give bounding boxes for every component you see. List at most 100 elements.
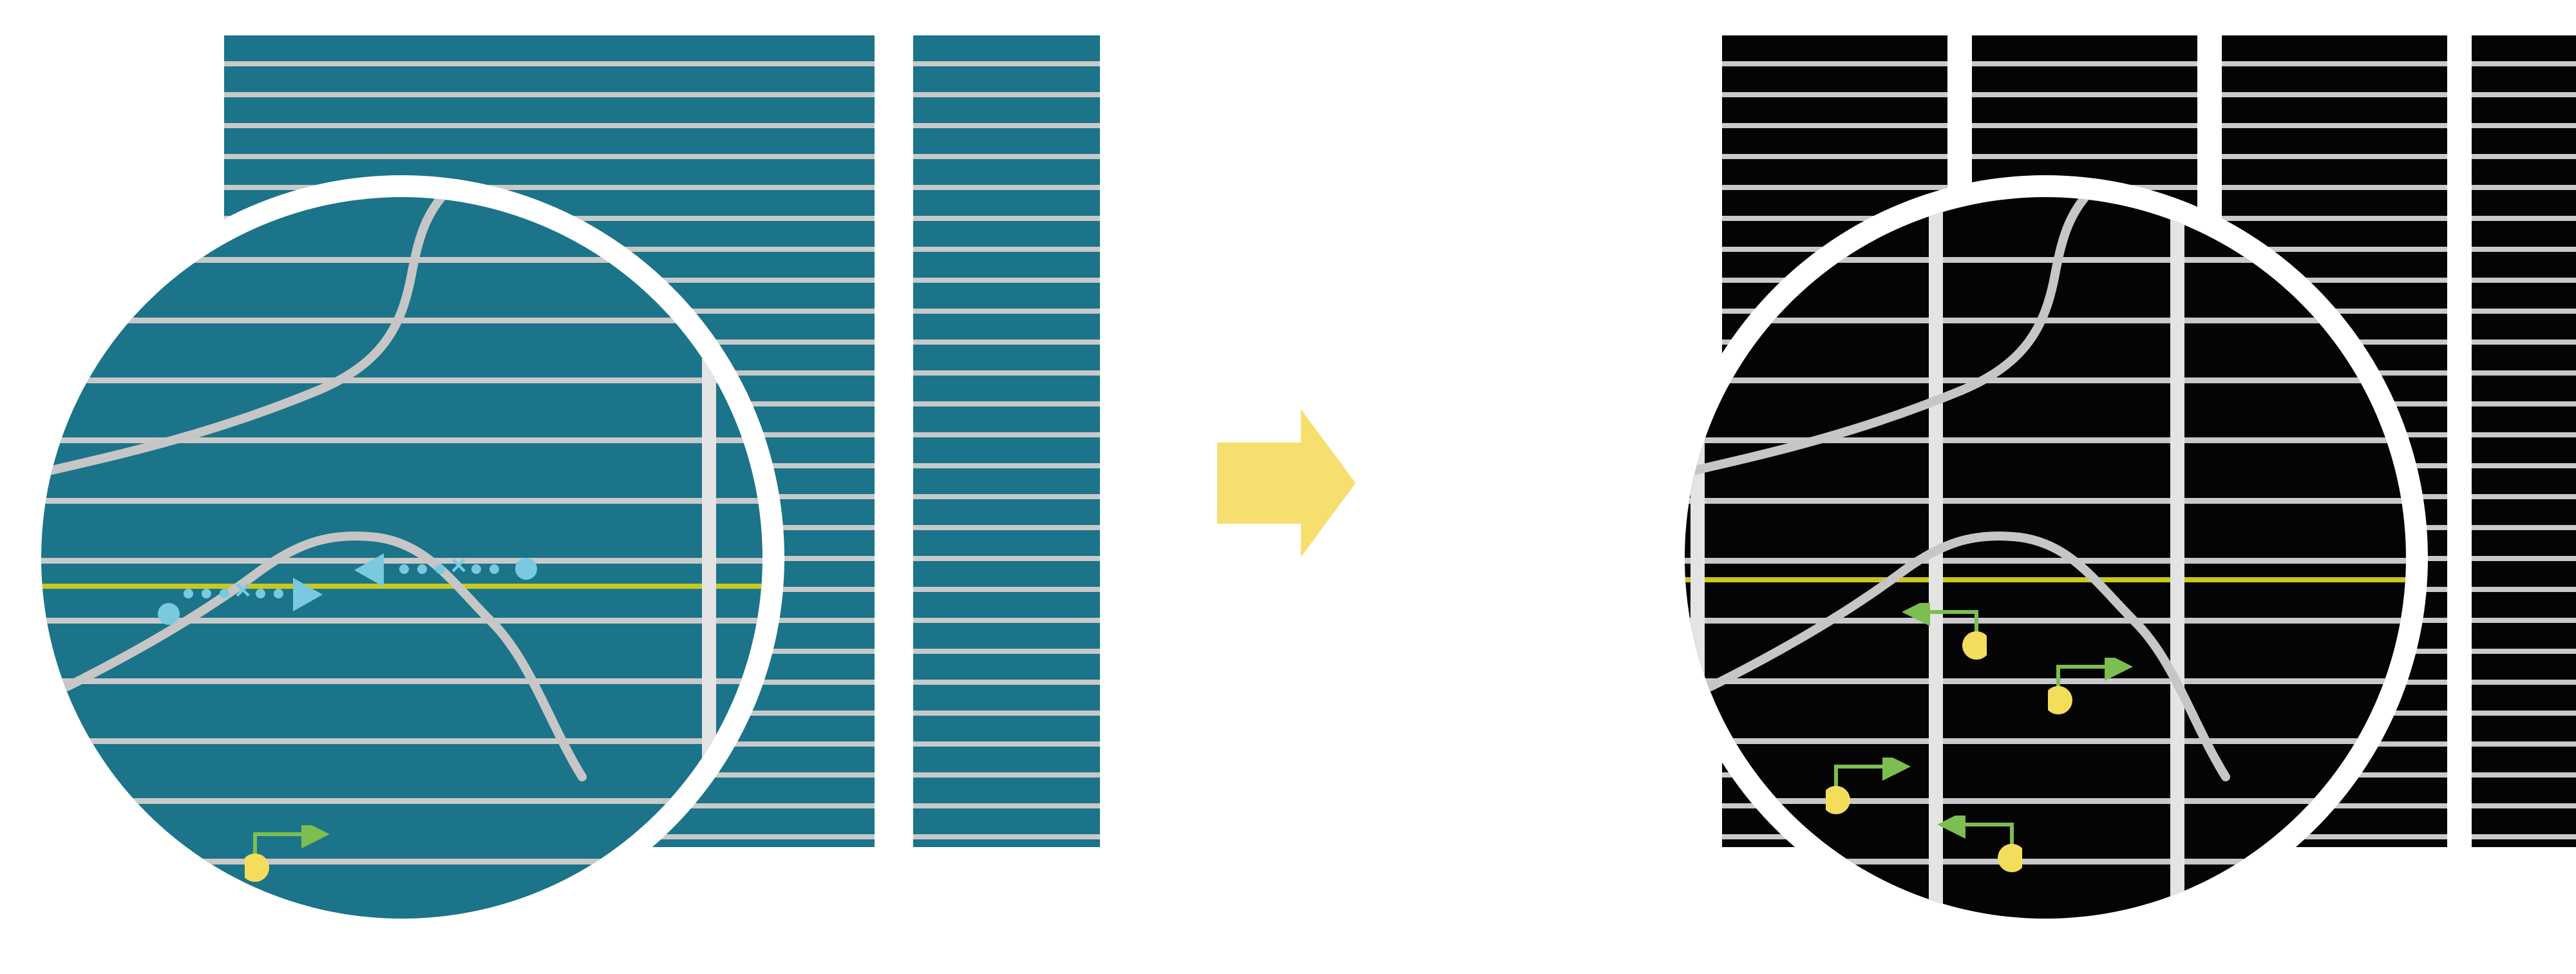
track-origin-dot (515, 558, 537, 580)
stripe-separator (2472, 401, 2576, 406)
stripe-separator (1972, 154, 2197, 159)
lens-horizontal-line (1685, 738, 2406, 744)
stripe-separator (1972, 61, 2197, 66)
stripe-separator (913, 834, 1100, 839)
stripe-separator (2472, 803, 2576, 808)
stripe-separator (913, 278, 1100, 283)
stripe-separator (2472, 92, 2576, 97)
stripe-separator (2222, 185, 2447, 190)
stripe-separator (913, 154, 1100, 159)
stripe-separator (2472, 649, 2576, 654)
yellow-node-arrow-3 (1822, 752, 1922, 816)
track-dot (256, 589, 265, 598)
lens-horizontal-line (1685, 618, 2406, 624)
lens-horizontal-line (1685, 798, 2406, 804)
node-arrow-icon (241, 820, 330, 882)
lens-highlight-line (41, 584, 762, 589)
stripe-separator (913, 92, 1100, 97)
stripe-separator (913, 123, 1100, 128)
node-arrow-icon (2044, 653, 2133, 714)
stripe-separator (2472, 61, 2576, 66)
road-curves (41, 197, 587, 781)
node-dot (2044, 686, 2072, 714)
node-arrow-icon (1902, 598, 1991, 660)
node-arrow-icon (90, 868, 178, 919)
stripe-separator (224, 92, 875, 97)
stripe-separator (2222, 278, 2447, 283)
after-panel (1443, 0, 2576, 974)
stripe-separator (2472, 339, 2576, 345)
stripe-separator (913, 463, 1100, 468)
stripe-separator (2472, 680, 2576, 685)
road-path-1 (41, 197, 448, 477)
track-dot (417, 564, 427, 574)
stripe-separator (2472, 432, 2576, 437)
node-dot (1822, 786, 1850, 814)
lens-vertical-bar-2 (1929, 197, 1943, 919)
road-path-2 (62, 531, 587, 781)
stripe-separator (913, 649, 1100, 654)
stripe-separator (224, 154, 875, 159)
stripe-separator (913, 309, 1100, 314)
stripe-separator (913, 432, 1100, 437)
stripe-separator (2472, 370, 2576, 376)
stripe-separator (2472, 834, 2576, 839)
track-dot (220, 589, 229, 598)
lens-horizontal-line (41, 859, 762, 864)
lens-horizontal-line (41, 618, 762, 624)
lens-horizontal-line (41, 257, 762, 263)
stripe-separator (2222, 247, 2447, 252)
node-dot (90, 902, 118, 919)
stripe-separator (2472, 309, 2576, 314)
stripe-separator (2472, 711, 2576, 716)
stripe-separator (1972, 123, 2197, 128)
lens-horizontal-line (41, 738, 762, 744)
track-waypoint-x-icon: ✕ (234, 578, 252, 603)
lens-horizontal-line (1685, 498, 2406, 504)
lens-horizontal-line (41, 377, 762, 383)
track-dot (184, 589, 193, 598)
yellow-node-arrow-1 (1890, 598, 1991, 661)
stripe-separator (2472, 216, 2576, 221)
stripe-separator (913, 525, 1100, 530)
stripe-separator (1722, 216, 1947, 221)
stripe-separator (2472, 587, 2576, 592)
stripe-separator (913, 711, 1100, 716)
stripe-separator (2472, 772, 2576, 778)
blue-dotted-track-2: ✕ (354, 553, 541, 617)
node-dot (1998, 844, 2026, 872)
stripe-separator (2472, 525, 2576, 530)
lens-vertical-bar-1 (1690, 197, 1705, 919)
track-origin-dot (158, 603, 180, 625)
stripe-separator (1722, 154, 1947, 159)
lens-horizontal-line (1685, 257, 2406, 263)
stripe-separator (1722, 185, 1947, 190)
track-arrowhead-icon (293, 578, 323, 611)
yellow-node-arrow-4 (1926, 810, 2026, 874)
blue-dotted-track-1: ✕ (158, 578, 338, 642)
node-dot (1962, 631, 1991, 660)
stripe-separator (913, 61, 1100, 66)
yellow-node-arrow-2 (2044, 653, 2145, 716)
stripe-separator (2222, 61, 2447, 66)
stripe-separator (2222, 216, 2447, 221)
lens-horizontal-line (41, 798, 762, 804)
stripe-block-2 (913, 35, 1100, 847)
stripe-separator (2222, 123, 2447, 128)
stripe-separator (913, 680, 1100, 685)
stripe-separator (913, 741, 1100, 747)
lens-vertical-bar-1 (702, 197, 716, 919)
stripe-separator (913, 185, 1100, 190)
track-dot (274, 589, 283, 598)
stripe-separator (2222, 92, 2447, 97)
track-arrowhead-icon (354, 553, 384, 587)
lens-horizontal-line (1685, 859, 2406, 864)
stripe-separator (1722, 92, 1947, 97)
stripe-separator (913, 401, 1100, 406)
before-panel: ✕✕✕✕ (0, 0, 1133, 974)
stripe-separator (913, 772, 1100, 778)
stripe-separator (224, 185, 875, 190)
stripe-separator (224, 61, 875, 66)
stripe-separator (913, 587, 1100, 592)
stripe-separator (2472, 618, 2576, 623)
